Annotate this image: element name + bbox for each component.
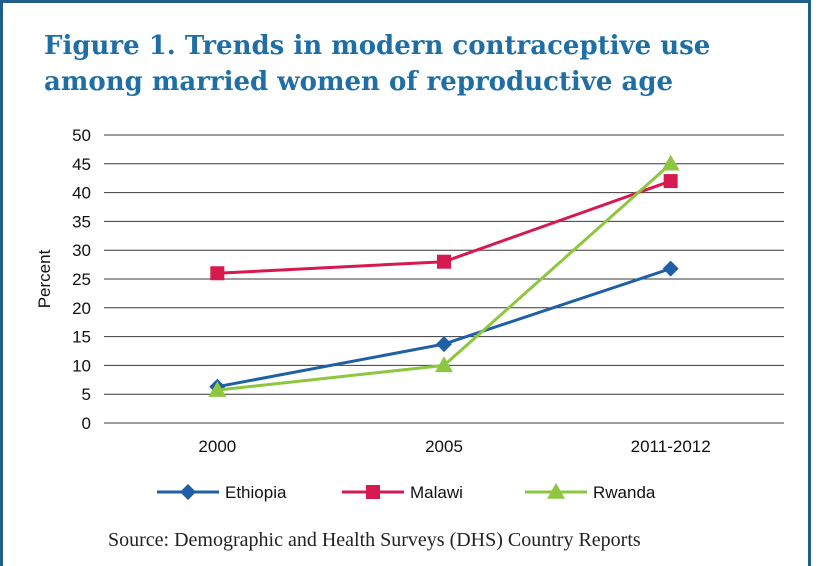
source-note: Source: Demographic and Health Surveys (… bbox=[108, 529, 641, 551]
series-ethiopia bbox=[209, 260, 679, 395]
y-tick-label: 0 bbox=[82, 414, 91, 433]
legend-marker-malawi bbox=[366, 485, 380, 499]
y-tick-label: 10 bbox=[72, 356, 91, 375]
series-malawi bbox=[210, 174, 678, 281]
data-point-rwanda bbox=[435, 356, 453, 373]
legend-label-rwanda: Rwanda bbox=[593, 483, 656, 502]
y-tick-label: 25 bbox=[72, 270, 91, 289]
figure-title: Figure 1. Trends in modern contraceptive… bbox=[44, 31, 711, 97]
legend-label-ethiopia: Ethiopia bbox=[225, 483, 287, 502]
legend-item-rwanda: Rwanda bbox=[525, 483, 656, 502]
data-point-malawi bbox=[437, 254, 451, 269]
legend-item-ethiopia: Ethiopia bbox=[157, 483, 287, 502]
legend-marker-rwanda bbox=[547, 483, 565, 499]
y-tick-label: 40 bbox=[72, 184, 91, 203]
legend-label-malawi: Malawi bbox=[410, 483, 463, 502]
y-tick-label: 30 bbox=[72, 241, 91, 260]
y-tick-label: 45 bbox=[72, 155, 91, 174]
x-tick-label: 2000 bbox=[198, 437, 236, 456]
y-tick-label: 5 bbox=[82, 385, 91, 404]
y-tick-label: 20 bbox=[72, 299, 91, 318]
series-line-rwanda bbox=[217, 162, 672, 392]
y-axis-label: Percent bbox=[35, 249, 54, 308]
data-point-rwanda bbox=[208, 381, 227, 397]
legend-marker-ethiopia bbox=[180, 484, 196, 500]
data-point-malawi bbox=[210, 266, 225, 281]
data-point-malawi bbox=[663, 174, 678, 189]
data-point-ethiopia bbox=[436, 336, 452, 353]
legend-item-malawi: Malawi bbox=[342, 483, 463, 502]
y-tick-label: 35 bbox=[72, 212, 91, 231]
x-tick-label: 2011-2012 bbox=[631, 437, 711, 456]
y-tick-label: 15 bbox=[72, 328, 91, 347]
x-tick-label: 2005 bbox=[425, 437, 463, 456]
series-rwanda bbox=[208, 154, 680, 397]
data-point-rwanda bbox=[661, 154, 680, 171]
data-point-ethiopia bbox=[662, 260, 679, 277]
y-tick-label: 50 bbox=[72, 126, 91, 145]
